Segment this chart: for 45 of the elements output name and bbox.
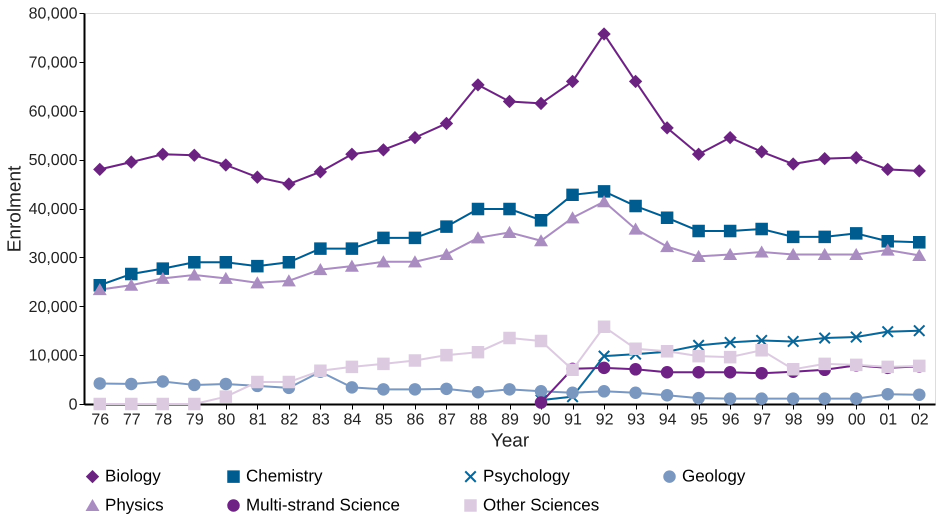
x-tick-label: 92 bbox=[596, 412, 614, 428]
x-tick-label: 79 bbox=[186, 412, 204, 428]
x-tick-label: 02 bbox=[910, 412, 929, 428]
x-tick-label: 90 bbox=[532, 412, 551, 428]
y-tick-label: 10,000 bbox=[28, 348, 78, 365]
x-tick-label: 77 bbox=[122, 412, 141, 428]
y-tick-label: 50,000 bbox=[28, 152, 78, 170]
x-tick-label: 85 bbox=[375, 412, 393, 428]
legend-label: Geology bbox=[682, 466, 746, 486]
x-tick-label: 82 bbox=[280, 412, 298, 428]
legend-label: Biology bbox=[105, 466, 162, 486]
x-tick-label: 84 bbox=[344, 412, 362, 428]
x-tick-label: 76 bbox=[91, 412, 110, 428]
x-tick-label: 96 bbox=[722, 412, 740, 428]
legend-label: Psychology bbox=[483, 466, 570, 486]
y-tick-label: 0 bbox=[68, 396, 78, 414]
x-tick-label: 83 bbox=[312, 412, 330, 428]
legend-label: Other Sciences bbox=[483, 496, 600, 514]
x-tick-label: 98 bbox=[784, 412, 803, 428]
x-tick-label: 86 bbox=[406, 412, 424, 428]
x-tick-label: 87 bbox=[438, 412, 456, 428]
legend-label: Chemistry bbox=[246, 466, 324, 486]
x-tick-label: 88 bbox=[470, 412, 488, 428]
x-tick-label: 93 bbox=[627, 412, 646, 428]
y-tick-label: 80,000 bbox=[28, 6, 78, 22]
x-tick-label: 78 bbox=[154, 412, 172, 428]
x-tick-label: 97 bbox=[753, 412, 772, 428]
legend-label: Physics bbox=[105, 496, 164, 514]
x-tick-label: 91 bbox=[564, 412, 582, 428]
y-tick-label: 20,000 bbox=[28, 298, 78, 316]
y-tick-label: 60,000 bbox=[28, 103, 78, 120]
x-tick-label: 00 bbox=[848, 412, 866, 428]
x-axis-title: Year bbox=[490, 430, 530, 452]
y-tick-label: 70,000 bbox=[28, 54, 78, 72]
x-tick-label: 94 bbox=[658, 412, 677, 428]
y-tick-label: 30,000 bbox=[28, 250, 78, 267]
x-tick-label: 95 bbox=[690, 412, 708, 428]
y-tick-label: 40,000 bbox=[28, 201, 78, 218]
x-tick-label: 99 bbox=[816, 412, 834, 428]
legend-label: Multi-strand Science bbox=[246, 496, 400, 514]
x-tick-label: 89 bbox=[501, 412, 519, 428]
x-tick-label: 81 bbox=[248, 412, 267, 428]
x-tick-label: 01 bbox=[879, 412, 898, 428]
x-tick-label: 80 bbox=[217, 412, 236, 428]
y-axis-title: Enrolment bbox=[4, 164, 26, 252]
